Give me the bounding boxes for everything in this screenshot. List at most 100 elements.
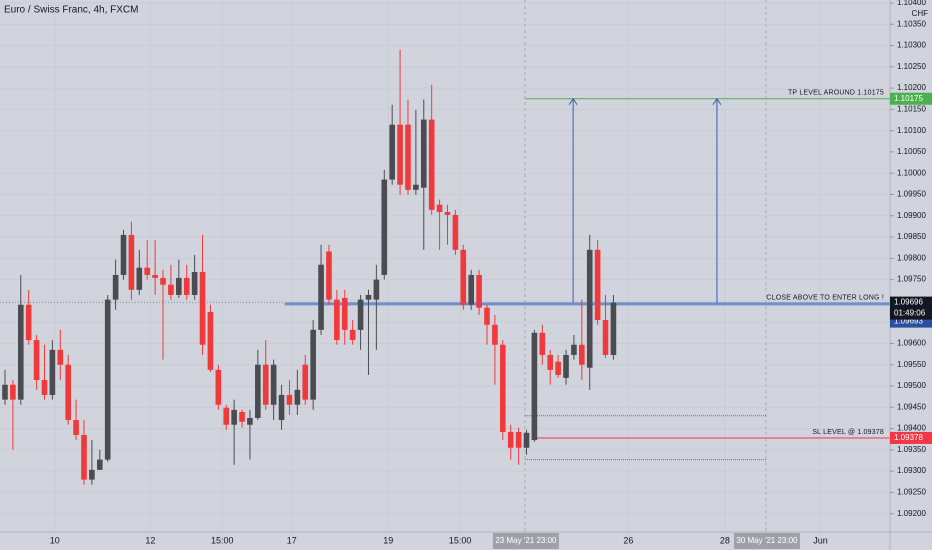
x-tick-label: 26 (623, 535, 633, 545)
candle-body (594, 249, 601, 321)
x-tick-label: 17 (287, 535, 297, 545)
y-tick-label: 1.09200 (897, 509, 926, 518)
last-price: 1.09696 (894, 298, 923, 307)
candle-body (341, 297, 348, 330)
candle-body (507, 431, 514, 448)
candle-body (492, 324, 498, 345)
y-tick-label: 1.10250 (897, 62, 926, 71)
candle-body (428, 119, 435, 210)
level-price-box (890, 92, 932, 105)
candle-body (136, 267, 143, 290)
marker-label-box (492, 533, 559, 549)
candle-body (389, 124, 395, 180)
candle-body (199, 271, 206, 345)
candle-body (373, 279, 380, 300)
candle-body (294, 389, 301, 405)
candle-body (452, 214, 459, 250)
candle-body (523, 432, 530, 448)
candle-body (310, 329, 316, 400)
y-tick-label: 1.10000 (897, 168, 926, 177)
candle-body (349, 329, 356, 341)
y-tick-label: 1.09550 (897, 360, 926, 369)
candle-body (484, 307, 490, 325)
candle-body (17, 304, 24, 400)
chart-title: Euro / Swiss Franc, 4h, FXCM (4, 5, 138, 16)
candle-body (531, 332, 538, 441)
y-tick-label: 1.10200 (897, 83, 926, 92)
candle-body (152, 274, 158, 278)
marker-label: 23 May '21 23:00 (495, 536, 557, 545)
y-tick-label: 1.10350 (897, 19, 926, 28)
candle-body (112, 274, 119, 300)
candle-body (357, 299, 364, 330)
candle-body (563, 354, 569, 378)
y-tick-label: 1.09750 (897, 275, 926, 284)
candle-body (579, 344, 585, 365)
candle-body (381, 179, 388, 275)
candle-body (81, 434, 87, 480)
candle-body (444, 211, 451, 215)
candle-body (49, 349, 56, 395)
candle-body (160, 277, 166, 285)
candle-body (468, 274, 474, 305)
y-tick-label: 1.09600 (897, 339, 926, 348)
candle-body (539, 332, 546, 355)
candle-body (460, 249, 467, 305)
candle-body (191, 271, 198, 295)
candle-body (104, 299, 111, 460)
y-tick-label: 1.10050 (897, 147, 926, 156)
candle-body (278, 394, 285, 421)
candle-body (334, 299, 340, 341)
x-tick-label: 12 (145, 535, 155, 545)
candle-body (10, 384, 16, 400)
y-tick-label: 1.09350 (897, 445, 926, 454)
y-tick-label: 1.09900 (897, 211, 926, 220)
level-label: CLOSE ABOVE TO ENTER LONG ! (766, 295, 884, 302)
candle-body (365, 294, 372, 300)
y-tick-label: 1.09450 (897, 402, 926, 411)
y-tick-label: 1.09850 (897, 232, 926, 241)
arrow-head (712, 97, 722, 106)
candle-body (286, 394, 293, 405)
grid (524, 0, 767, 532)
candle-body (207, 311, 214, 370)
candle-body (33, 340, 40, 381)
candle-body (120, 234, 127, 275)
y-tick-label: 1.09400 (897, 424, 926, 433)
candle-body (255, 364, 261, 418)
x-tick-label: 28 (720, 535, 730, 545)
y-tick-label: 1.10150 (897, 104, 926, 113)
level-price: 1.10175 (894, 94, 923, 103)
candle-body (65, 364, 71, 421)
candle-body (610, 302, 617, 355)
candle-body (302, 364, 309, 400)
candle-body (25, 304, 32, 341)
x-tick-label: Jun (813, 535, 828, 545)
candle-body (318, 264, 324, 330)
candle-body (144, 267, 151, 275)
marker-label: 30 May '21 23:00 (736, 536, 798, 545)
plot: TP LEVEL AROUND 1.10175 CLOSE ABOVE TO EN… (0, 49, 890, 485)
candle-body (397, 124, 403, 185)
candle-body (555, 361, 561, 375)
candle-body (500, 344, 506, 432)
candle-body (515, 431, 522, 448)
candle-body (270, 364, 277, 405)
level-label: TP LEVEL AROUND 1.10175 (788, 90, 884, 97)
candle-body (168, 284, 174, 295)
candle-body (405, 124, 411, 190)
y-tick-label: 1.09250 (897, 488, 926, 497)
candle-body (262, 364, 269, 405)
y-tick-label: 1.10400 (897, 0, 926, 7)
candle-body (231, 409, 237, 425)
currency: CHF (912, 9, 929, 18)
level-price-box (890, 431, 932, 444)
countdown: 01:49:06 (894, 309, 926, 318)
candle-body (476, 274, 482, 308)
y-tick-label: 1.09300 (897, 466, 926, 475)
marker-label-box (733, 533, 800, 549)
candle-body (571, 344, 577, 355)
candle-body (89, 469, 95, 480)
